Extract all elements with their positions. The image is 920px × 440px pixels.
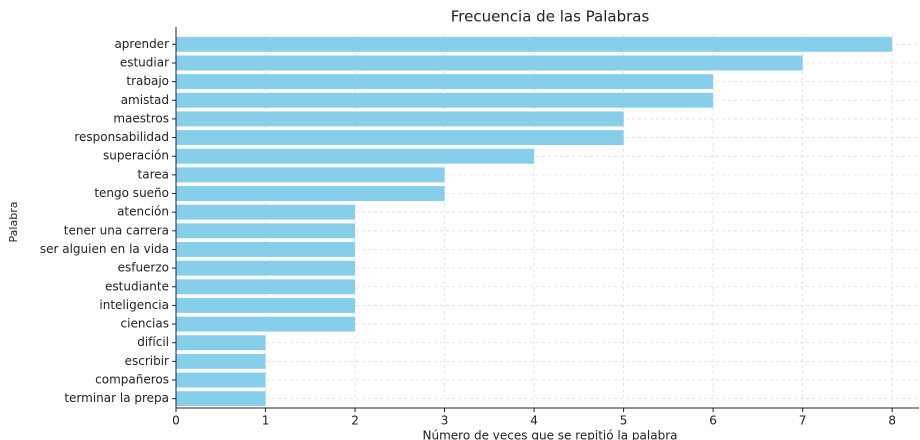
bar: [176, 223, 356, 239]
x-tick-label: 5: [620, 414, 628, 428]
bar: [176, 391, 266, 407]
bar: [176, 335, 266, 351]
bar: [176, 36, 893, 52]
bar: [176, 316, 356, 332]
bar: [176, 372, 266, 388]
y-tick-label: maestros: [113, 111, 169, 125]
y-tick-label: tarea: [138, 167, 169, 181]
x-tick-label: 2: [351, 414, 359, 428]
x-tick-label: 1: [262, 414, 270, 428]
bar: [176, 130, 624, 146]
x-axis-label: Número de veces que se repitió la palabr…: [423, 429, 678, 440]
y-tick-label: escribir: [125, 354, 169, 368]
bar: [176, 111, 624, 127]
bar: [176, 204, 356, 220]
y-tick-label: aprender: [114, 37, 169, 51]
y-tick-label: tener una carrera: [64, 223, 169, 237]
y-tick-label: esfuerzo: [118, 261, 169, 275]
bar: [176, 74, 714, 90]
bar: [176, 260, 356, 276]
bar: [176, 297, 356, 313]
y-tick-label: ser alguien en la vida: [40, 242, 169, 256]
y-tick-label: tengo sueño: [94, 186, 169, 200]
bar: [176, 55, 803, 71]
y-tick-label: trabajo: [126, 74, 169, 88]
y-tick-label: atención: [117, 205, 169, 219]
y-tick-label: terminar la prepa: [64, 391, 169, 405]
y-axis-label: Palabra: [7, 202, 20, 243]
y-tick-label: difícil: [137, 335, 169, 349]
bar: [176, 92, 714, 108]
bar: [176, 167, 445, 183]
y-tick-label: estudiante: [105, 279, 169, 293]
y-tick-label: estudiar: [120, 55, 169, 69]
y-tick-label: inteligencia: [99, 298, 169, 312]
x-tick-label: 3: [441, 414, 449, 428]
chart-title: Frecuencia de las Palabras: [451, 8, 650, 26]
y-tick-label: amistad: [121, 93, 169, 107]
bar: [176, 353, 266, 369]
bar: [176, 242, 356, 257]
y-tick-label: ciencias: [121, 317, 169, 331]
x-tick-label: 0: [172, 414, 180, 428]
x-tick-label: 7: [799, 414, 807, 428]
bar: [176, 186, 445, 201]
y-tick-label: responsabilidad: [74, 130, 169, 144]
x-tick-label: 8: [888, 414, 896, 428]
x-tick-label: 4: [530, 414, 538, 428]
y-tick-label: superación: [103, 149, 169, 163]
y-tick-label: compañeros: [95, 373, 169, 387]
bar: [176, 148, 535, 164]
bar: [176, 279, 356, 295]
x-tick-label: 6: [709, 414, 717, 428]
